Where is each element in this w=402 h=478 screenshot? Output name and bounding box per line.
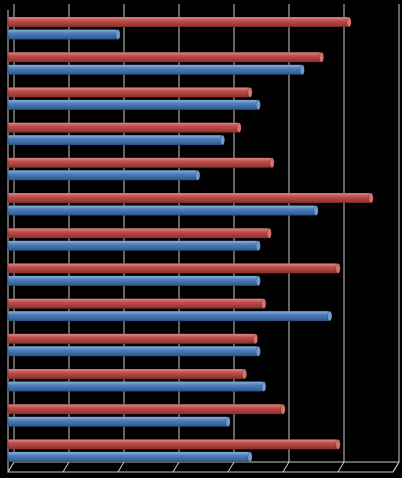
bar-cap [255,346,261,357]
bar-red [7,227,272,239]
bar-blue [7,99,261,111]
bar-body [7,205,317,216]
bar-body [7,51,322,63]
bar-body [7,381,264,392]
bar-blue [7,64,305,75]
bar-body [7,170,198,181]
bar-cap [299,64,305,75]
bar-body [7,87,251,98]
chart-floor [7,461,400,473]
bar-body [7,122,240,133]
bar-cap [335,263,341,274]
bar-cap [115,29,121,40]
bar-body [7,134,223,146]
bar-body [7,240,259,251]
bar-cap [247,451,253,463]
bar-red [7,16,352,28]
bar-body [7,298,264,309]
bar-body [7,451,251,463]
bar-body [7,99,259,111]
bar-body [7,416,229,427]
bar-red [7,333,258,345]
gridline-tick [227,461,235,473]
bar-cap [220,134,225,146]
bar-body [7,346,259,357]
gridline-tick [62,461,70,473]
bar-cap [319,51,324,63]
bar-body [7,263,339,274]
gridline-tick [172,461,180,473]
bar-body [7,29,119,40]
bar-cap [253,333,258,345]
bar-cap [261,298,267,309]
bar-blue [7,310,333,322]
bar-red [7,122,242,133]
bar-red [7,439,341,450]
bar-red [7,298,267,309]
bar-red [7,87,253,98]
floor-outline [7,461,400,473]
bar-cap [236,122,242,133]
bar-cap [255,99,261,111]
bar-cap [255,240,261,251]
bar-cap [368,192,374,204]
bar-cap [195,170,201,181]
bar-cap [266,227,272,239]
bar-body [7,310,330,322]
bar-red [7,157,275,169]
bar-cap [269,157,275,169]
bar-body [7,64,303,75]
bar-cap [313,205,319,216]
bar-cap [327,310,333,322]
bar-blue [7,170,201,181]
bar-body [7,157,273,169]
bar-cap [261,381,267,392]
bar-blue [7,346,261,357]
bar-cap [242,368,247,380]
bar-body [7,275,259,287]
bar-blue [7,205,319,216]
bar-body [7,16,350,28]
bar-body [7,333,256,345]
bar-red [7,403,286,415]
bar-cap [335,439,341,450]
bar-cap [247,87,253,98]
bar-blue [7,275,261,287]
gridline-tick [117,461,125,473]
bar-cap [255,275,261,287]
bar-blue [7,451,253,463]
bar-blue [7,416,231,427]
bar-body [7,227,270,239]
bar-body [7,192,372,204]
bar-red [7,368,247,380]
gridline-tick [282,461,290,473]
bar-blue [7,134,225,146]
bar-cap [346,16,352,28]
bar-cap [280,403,286,415]
bar-red [7,263,341,274]
gridline-tick [337,461,345,473]
bar-blue [7,29,121,40]
bar-blue [7,240,261,251]
bar-red [7,192,374,204]
bar-cap [225,416,231,427]
bar-body [7,368,245,380]
bar-body [7,403,284,415]
bar-body [7,439,339,450]
bars [7,16,374,463]
bar-blue [7,381,267,392]
bar-red [7,51,324,63]
